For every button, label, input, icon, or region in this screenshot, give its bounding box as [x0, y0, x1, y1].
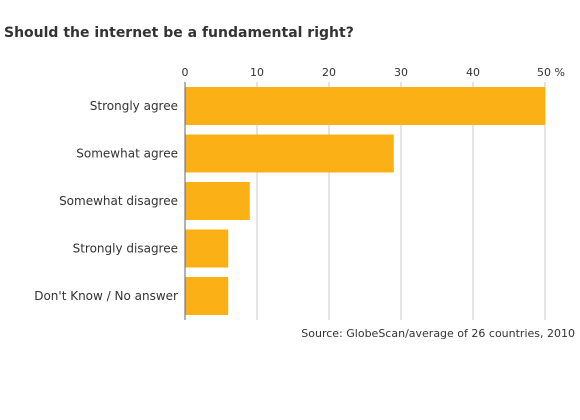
x-tick-label: 10	[250, 66, 264, 79]
chart-title: Should the internet be a fundamental rig…	[4, 25, 354, 41]
x-tick-label: 50 %	[537, 66, 565, 79]
category-label: Strongly disagree	[73, 242, 178, 256]
category-labels: Strongly agree Somewhat agree Somewhat dis…	[34, 99, 178, 303]
x-tick-label: 0	[182, 66, 189, 79]
x-tick-label: 40	[466, 66, 480, 79]
bars	[185, 87, 545, 315]
x-tick-label: 20	[322, 66, 336, 79]
bar	[185, 182, 250, 220]
x-axis-ticks: 0 10 20 30 40 50 %	[182, 66, 565, 79]
x-tick-label: 30	[394, 66, 408, 79]
bar	[185, 134, 394, 173]
source-note: Source: GlobeScan/average of 26 countrie…	[301, 327, 575, 340]
bar	[185, 277, 229, 315]
bar	[185, 87, 545, 125]
category-label: Somewhat disagree	[59, 194, 178, 208]
bar	[185, 229, 229, 268]
category-label: Strongly agree	[90, 99, 178, 113]
category-label: Don't Know / No answer	[34, 289, 178, 303]
category-label: Somewhat agree	[76, 147, 178, 161]
